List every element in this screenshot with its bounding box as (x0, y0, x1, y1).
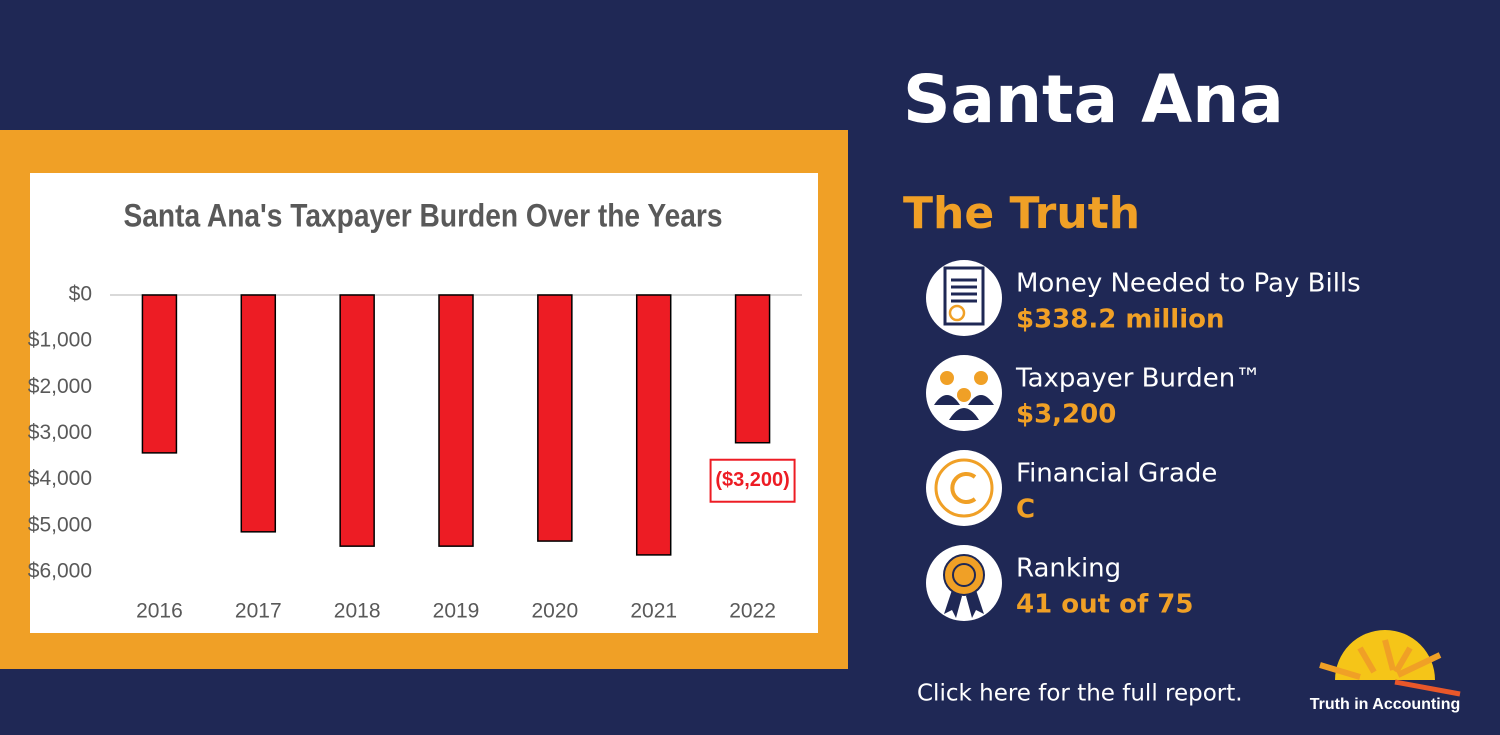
bar (339, 294, 375, 547)
x-tick-label: 2021 (630, 600, 677, 623)
x-tick-label: 2022 (729, 600, 776, 623)
bar (734, 294, 771, 444)
logo-text: Truth in Accounting (1310, 696, 1461, 713)
item-label: Financial Grade (1016, 459, 1217, 489)
item-value: $3,200 (1016, 400, 1116, 430)
icon-taxpayer (926, 355, 1002, 431)
value-label: ($3,200) (715, 469, 790, 491)
icon-bills (926, 260, 1002, 336)
y-tick-label: $5,000 (28, 513, 92, 536)
y-tick-label: $3,000 (28, 421, 92, 444)
x-tick-label: 2017 (235, 600, 282, 623)
bar (537, 294, 573, 542)
logo[interactable]: Truth in Accounting (1310, 630, 1461, 713)
icon-grade (926, 450, 1002, 526)
report-link[interactable]: Click here for the full report. (917, 681, 1243, 707)
item-value: 41 out of 75 (1016, 590, 1194, 620)
chart-title: Santa Ana's Taxpayer Burden Over the Yea… (123, 199, 722, 234)
x-tick-label: 2018 (334, 600, 381, 623)
item-label: Taxpayer Burden™ (1015, 364, 1261, 394)
value-label-box (709, 458, 796, 503)
item-label: Money Needed to Pay Bills (1016, 269, 1361, 299)
item-value: C (1016, 495, 1035, 525)
x-tick-label: 2020 (531, 600, 578, 623)
x-tick-label: 2016 (136, 600, 183, 623)
y-tick-label: $4,000 (28, 467, 92, 490)
y-tick-label: $0 (69, 283, 92, 306)
section-title: The Truth (903, 188, 1140, 239)
item-label: Ranking (1016, 554, 1121, 584)
bar (240, 294, 277, 533)
bar (438, 294, 474, 547)
city-title: Santa Ana (903, 61, 1284, 138)
item-value: $338.2 million (1016, 305, 1225, 335)
y-tick-label: $1,000 (28, 329, 92, 352)
bar (635, 294, 672, 556)
x-tick-label: 2019 (433, 600, 480, 623)
y-tick-label: $2,000 (28, 375, 92, 398)
y-tick-label: $6,000 (28, 560, 92, 583)
icon-ranking (926, 545, 1002, 621)
bar (141, 294, 178, 454)
